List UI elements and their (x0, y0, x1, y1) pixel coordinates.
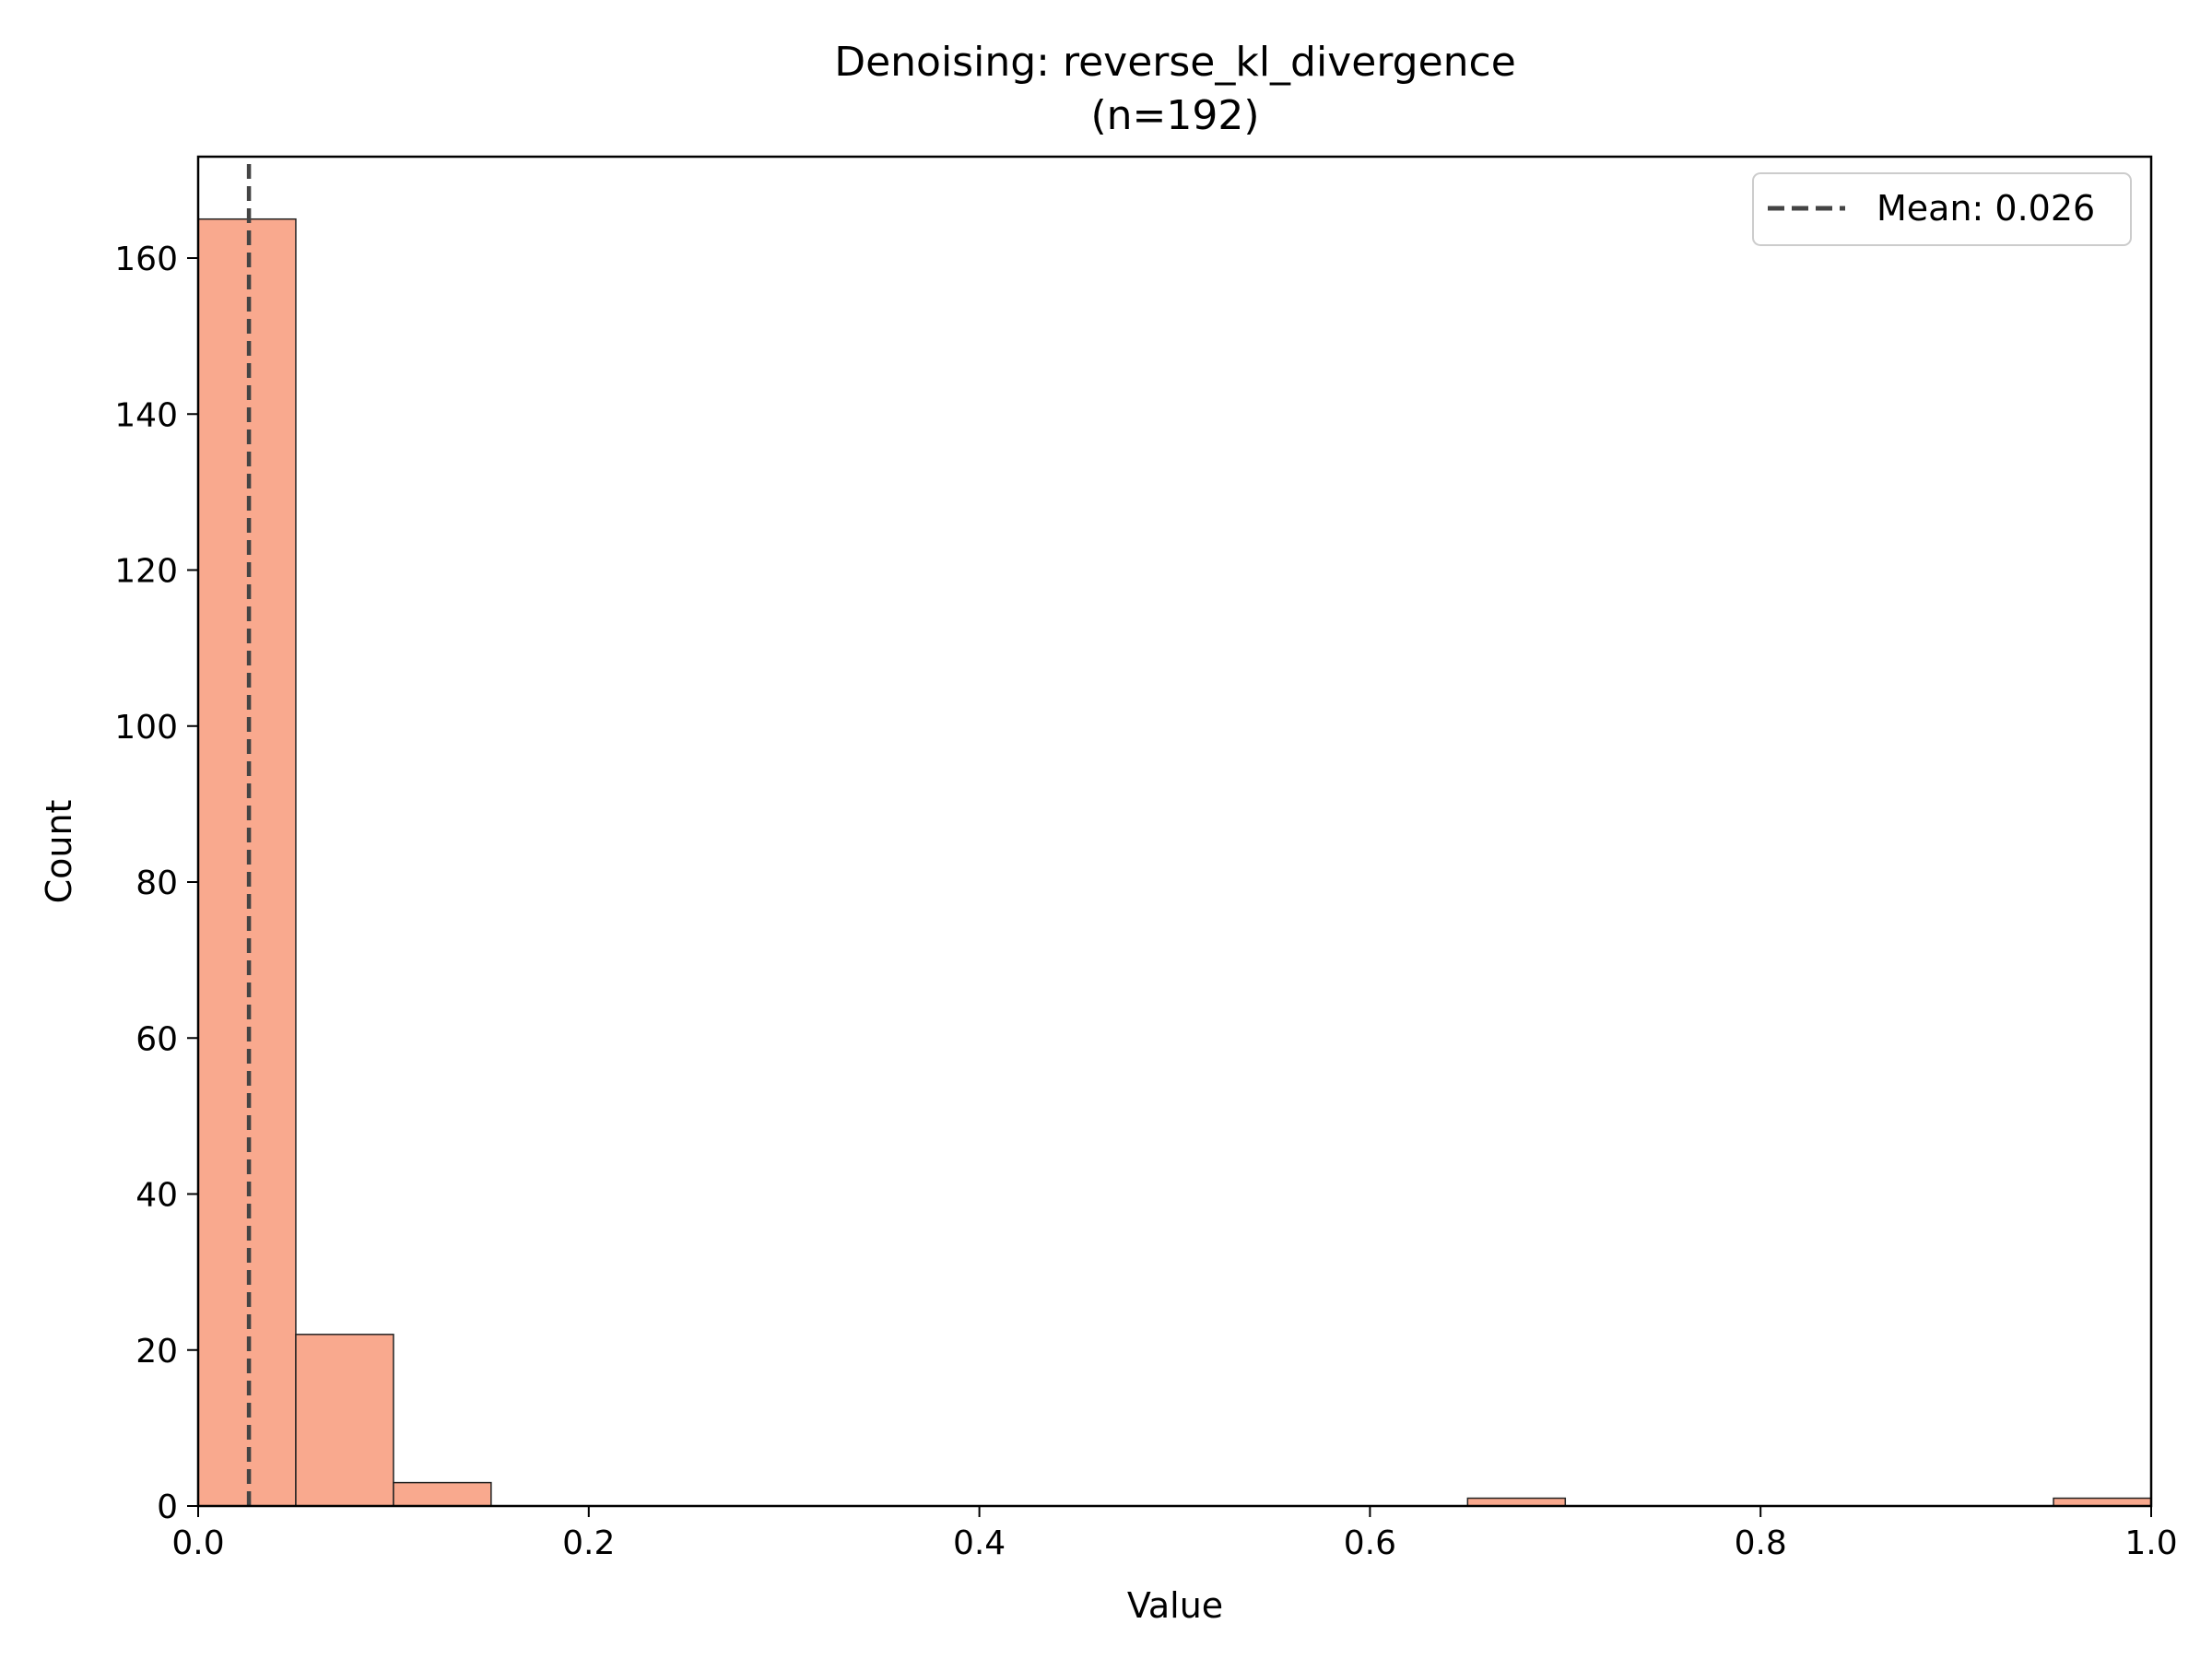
y-tick-label-8: 160 (114, 241, 178, 278)
y-tick-label-5: 100 (114, 709, 178, 747)
plot-frame (196, 155, 2153, 1508)
chart-title: Denoising: reverse_kl_divergence (834, 39, 1516, 86)
y-tick-label-7: 140 (114, 396, 178, 434)
x-tick-label-0: 0.0 (171, 1524, 224, 1562)
histogram-bars (197, 218, 2152, 1507)
y-tick-label-3: 60 (135, 1020, 178, 1058)
y-tick-label-1: 20 (135, 1333, 178, 1371)
x-tick-label-3: 0.6 (1344, 1524, 1396, 1562)
histogram-bar-1 (295, 1334, 394, 1507)
chart-subtitle: (n=192) (1090, 92, 1259, 139)
x-axis-label: Value (1127, 1585, 1223, 1626)
x-tick-label-2: 0.4 (953, 1524, 1006, 1562)
legend-box (1752, 172, 2132, 246)
histogram-bar-13 (1466, 1497, 1567, 1507)
y-axis-label: Count (39, 800, 79, 904)
x-tick-label-4: 0.8 (1735, 1524, 1787, 1562)
y-tick-label-0: 0 (157, 1488, 178, 1526)
y-tick-label-2: 40 (135, 1177, 178, 1215)
legend: Mean: 0.026 (1752, 172, 2132, 246)
histogram-bar-2 (393, 1481, 492, 1507)
y-tick-label-4: 80 (135, 865, 178, 902)
x-tick-label-1: 0.2 (562, 1524, 615, 1562)
x-axis-ticks: 0.0 0.2 0.4 0.6 0.8 1.0 (171, 1506, 2178, 1562)
legend-mean-label: Mean: 0.026 (1877, 188, 2095, 229)
x-tick-label-5: 1.0 (2124, 1524, 2177, 1562)
histogram-bar-19 (2053, 1497, 2152, 1507)
y-tick-label-6: 120 (114, 553, 178, 591)
y-axis-ticks: 0 20 40 60 80 100 120 140 160 (114, 241, 198, 1526)
